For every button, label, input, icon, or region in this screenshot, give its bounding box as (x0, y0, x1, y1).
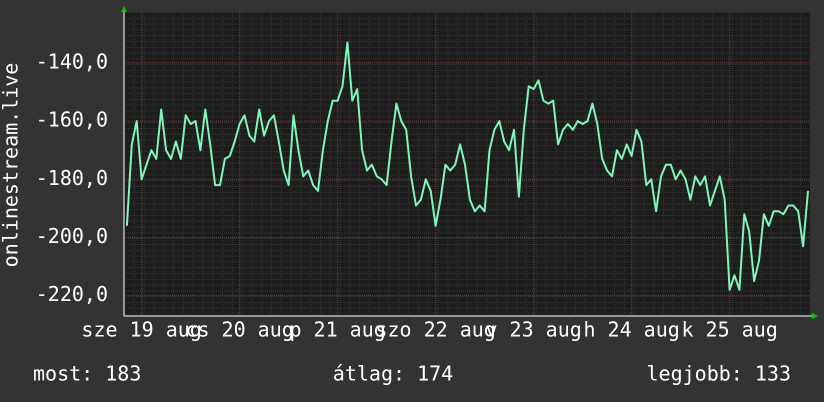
y-tick-label: -220,0 (36, 282, 108, 306)
x-tick-label: v 23 aug (485, 318, 581, 342)
labels: -140,0 -160,0 -180,0 -200,0 -220,0 sze 19 aug… (36, 49, 778, 341)
x-axis-arrow (812, 313, 818, 319)
stat-average: átlag: 174 (333, 362, 453, 386)
y-tick-label: -180,0 (36, 166, 108, 190)
x-tick-label: cs 20 aug (185, 318, 293, 342)
x-tick-label: p 21 aug (289, 318, 385, 342)
grid (124, 12, 810, 316)
y-axis-arrow (121, 6, 127, 12)
y-tick-label: -200,0 (36, 224, 108, 248)
plot (125, 41, 809, 291)
series-line (125, 41, 809, 291)
stat-current: most: 183 (33, 362, 141, 386)
y-tick-label: -160,0 (36, 108, 108, 132)
minor-grid (124, 12, 810, 316)
stat-best: legjobb: 133 (647, 362, 792, 386)
x-tick-label: szo 22 aug (375, 318, 495, 342)
y-tick-label: -140,0 (36, 49, 108, 73)
x-tick-label: k 25 aug (681, 318, 777, 342)
x-tick-label: sze 19 aug (81, 318, 201, 342)
x-tick-label: h 24 aug (583, 318, 679, 342)
y-axis-title: onlinestream.live (0, 63, 23, 268)
